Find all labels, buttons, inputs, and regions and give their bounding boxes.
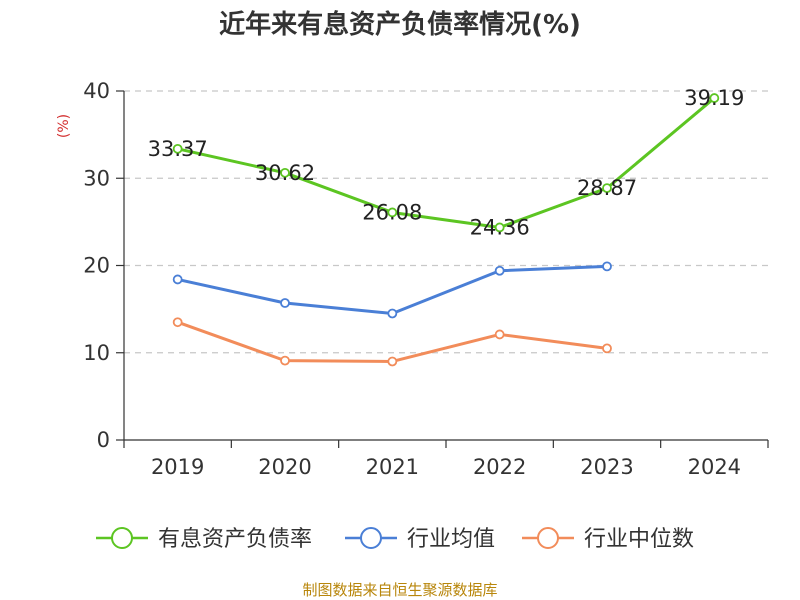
data-point xyxy=(387,207,398,218)
x-tick-label: 2023 xyxy=(580,455,633,479)
legend-label: 行业中位数 xyxy=(584,527,694,552)
y-tick-label: 10 xyxy=(83,341,110,365)
data-label: 39.19 xyxy=(684,86,744,110)
legend-marker xyxy=(537,527,559,549)
series-line xyxy=(176,96,716,229)
x-tick-label: 2020 xyxy=(258,455,311,479)
y-tick-label: 20 xyxy=(83,254,110,278)
data-point xyxy=(494,329,505,340)
axes: 0 10 20 30 40 2019 2020 2021 2022 2023 2024 xyxy=(83,79,769,479)
data-point xyxy=(280,355,290,366)
data-label: 33.37 xyxy=(148,137,208,161)
data-point xyxy=(602,261,612,272)
y-axis-label: (%) xyxy=(56,114,72,138)
data-point xyxy=(387,308,398,319)
series-line xyxy=(176,320,609,363)
y-tick-label: 30 xyxy=(83,166,110,190)
data-point xyxy=(172,317,183,328)
legend-item: 有息资产负债率 xyxy=(96,527,312,552)
series xyxy=(172,93,720,367)
data-label: 24.36 xyxy=(470,215,530,239)
source-note: 制图数据来自恒生聚源数据库 xyxy=(302,581,497,599)
legend: 有息资产负债率 行业均值 行业中位数 xyxy=(96,527,694,552)
data-point xyxy=(172,274,183,285)
data-point xyxy=(280,298,290,308)
legend-label: 行业均值 xyxy=(407,527,495,552)
legend-item: 行业均值 xyxy=(345,527,495,552)
x-tick-label: 2019 xyxy=(151,455,204,479)
legend-item: 行业中位数 xyxy=(522,527,694,552)
data-point xyxy=(494,265,505,276)
data-point xyxy=(602,343,612,354)
x-tick-label: 2022 xyxy=(473,455,526,479)
x-tick-label: 2021 xyxy=(366,455,419,479)
data-point xyxy=(494,222,505,233)
legend-marker xyxy=(111,527,133,549)
y-tick-label: 40 xyxy=(83,79,110,103)
grid xyxy=(124,90,768,354)
data-point xyxy=(602,183,612,194)
data-labels: 33.37 30.62 26.08 24.36 28.87 39.19 xyxy=(148,86,745,239)
data-point xyxy=(387,356,398,367)
data-label: 28.87 xyxy=(577,176,637,200)
data-point xyxy=(172,143,183,154)
legend-label: 有息资产负债率 xyxy=(158,527,312,552)
series-line xyxy=(176,264,609,315)
data-point xyxy=(709,93,720,103)
data-label: 26.08 xyxy=(362,200,422,224)
data-label: 30.62 xyxy=(255,161,315,185)
legend-marker xyxy=(360,527,382,549)
x-tick-label: 2024 xyxy=(688,455,741,479)
data-point xyxy=(280,167,290,178)
chart-title: 近年来有息资产负债率情况(%) xyxy=(219,9,581,40)
y-tick-label: 0 xyxy=(97,428,110,452)
